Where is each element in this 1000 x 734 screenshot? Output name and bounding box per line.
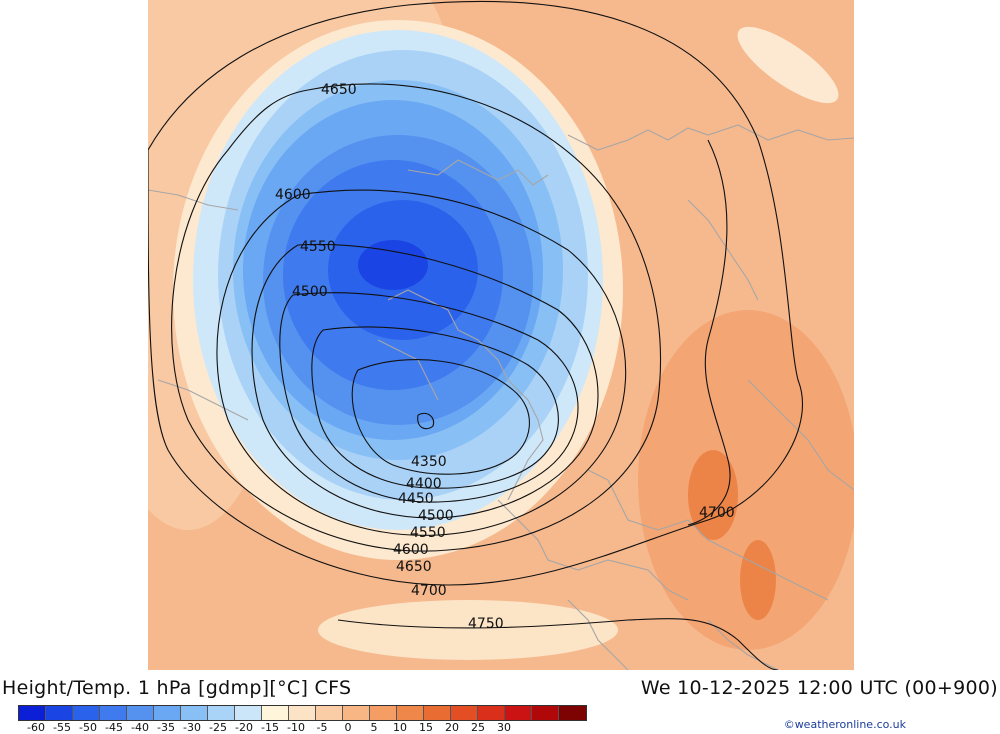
contour-label: 4450 — [398, 491, 434, 507]
color-scale-label: 20 — [445, 721, 459, 734]
color-scale-label: 0 — [344, 721, 352, 734]
map-panel: 4650 4600 4550 4500 4350 4400 4450 4500 … — [148, 0, 854, 670]
color-scale-swatch — [478, 706, 505, 720]
contour-label: 4750 — [468, 616, 504, 632]
color-scale-label: -20 — [235, 721, 253, 734]
color-scale-swatch — [46, 706, 73, 720]
color-scale-label: 25 — [471, 721, 485, 734]
color-scale-swatch — [127, 706, 154, 720]
color-scale-label: 10 — [393, 721, 407, 734]
color-scale-label: -55 — [53, 721, 71, 734]
color-scale-swatch — [208, 706, 235, 720]
contour-label: 4500 — [292, 284, 328, 300]
color-scale-swatch — [397, 706, 424, 720]
contour-label: 4500 — [418, 508, 454, 524]
color-scale-swatch — [73, 706, 100, 720]
contour-label: 4550 — [410, 525, 446, 541]
color-scale-swatch — [316, 706, 343, 720]
color-scale-swatch — [424, 706, 451, 720]
coastlines — [148, 124, 854, 670]
color-scale-swatch — [289, 706, 316, 720]
color-scale-label: 15 — [419, 721, 433, 734]
color-scale-label: -25 — [209, 721, 227, 734]
credit-link[interactable]: ©weatheronline.co.uk — [783, 718, 906, 731]
height-temperature-map: 4650 4600 4550 4500 4350 4400 4450 4500 … — [148, 0, 854, 670]
contour-label: 4700 — [411, 583, 447, 599]
color-scale-label: -35 — [157, 721, 175, 734]
contour-label: 4600 — [393, 542, 429, 558]
color-scale-swatch — [235, 706, 262, 720]
color-scale-swatch — [100, 706, 127, 720]
contour-label: 4550 — [300, 239, 336, 255]
contour-label: 4650 — [321, 82, 357, 98]
color-scale-label: -15 — [261, 721, 279, 734]
contour-label: 4600 — [275, 187, 311, 203]
color-scale-labels: -60 -55 -50 -45 -40 -35 -30 -25 -20 -15 -10 -5 0 5 10 1… — [18, 721, 564, 734]
color-scale-swatch — [370, 706, 397, 720]
color-scale-label: 30 — [497, 721, 511, 734]
color-scale-swatch — [532, 706, 559, 720]
color-scale-swatch — [154, 706, 181, 720]
contour-label: 4700 — [699, 505, 735, 521]
color-scale-label: -30 — [183, 721, 201, 734]
contour-labels: 4650 4600 4550 4500 4350 4400 4450 4500 … — [275, 82, 735, 632]
color-scale-swatch — [451, 706, 478, 720]
chart-title: Height/Temp. 1 hPa [gdmp][°C] CFS — [2, 677, 352, 699]
color-scale-label: 5 — [370, 721, 378, 734]
color-scale-swatch — [262, 706, 289, 720]
color-scale-swatch — [505, 706, 532, 720]
color-scale-label: -10 — [287, 721, 305, 734]
valid-time: We 10-12-2025 12:00 UTC (00+900) — [640, 677, 998, 699]
contour-label: 4650 — [396, 559, 432, 575]
color-scale-swatch — [343, 706, 370, 720]
temperature-shading — [148, 0, 854, 670]
color-scale-bar — [18, 705, 587, 721]
color-scale-label: -40 — [131, 721, 149, 734]
color-scale-swatch — [559, 706, 586, 720]
color-scale-label: -45 — [105, 721, 123, 734]
color-scale-label: -5 — [316, 721, 328, 734]
color-scale-swatch — [19, 706, 46, 720]
color-scale-label: -50 — [79, 721, 97, 734]
color-scale-label: -60 — [27, 721, 45, 734]
color-scale-swatch — [181, 706, 208, 720]
contour-label: 4400 — [406, 476, 442, 492]
height-contours — [148, 0, 803, 670]
contour-label: 4350 — [411, 454, 447, 470]
